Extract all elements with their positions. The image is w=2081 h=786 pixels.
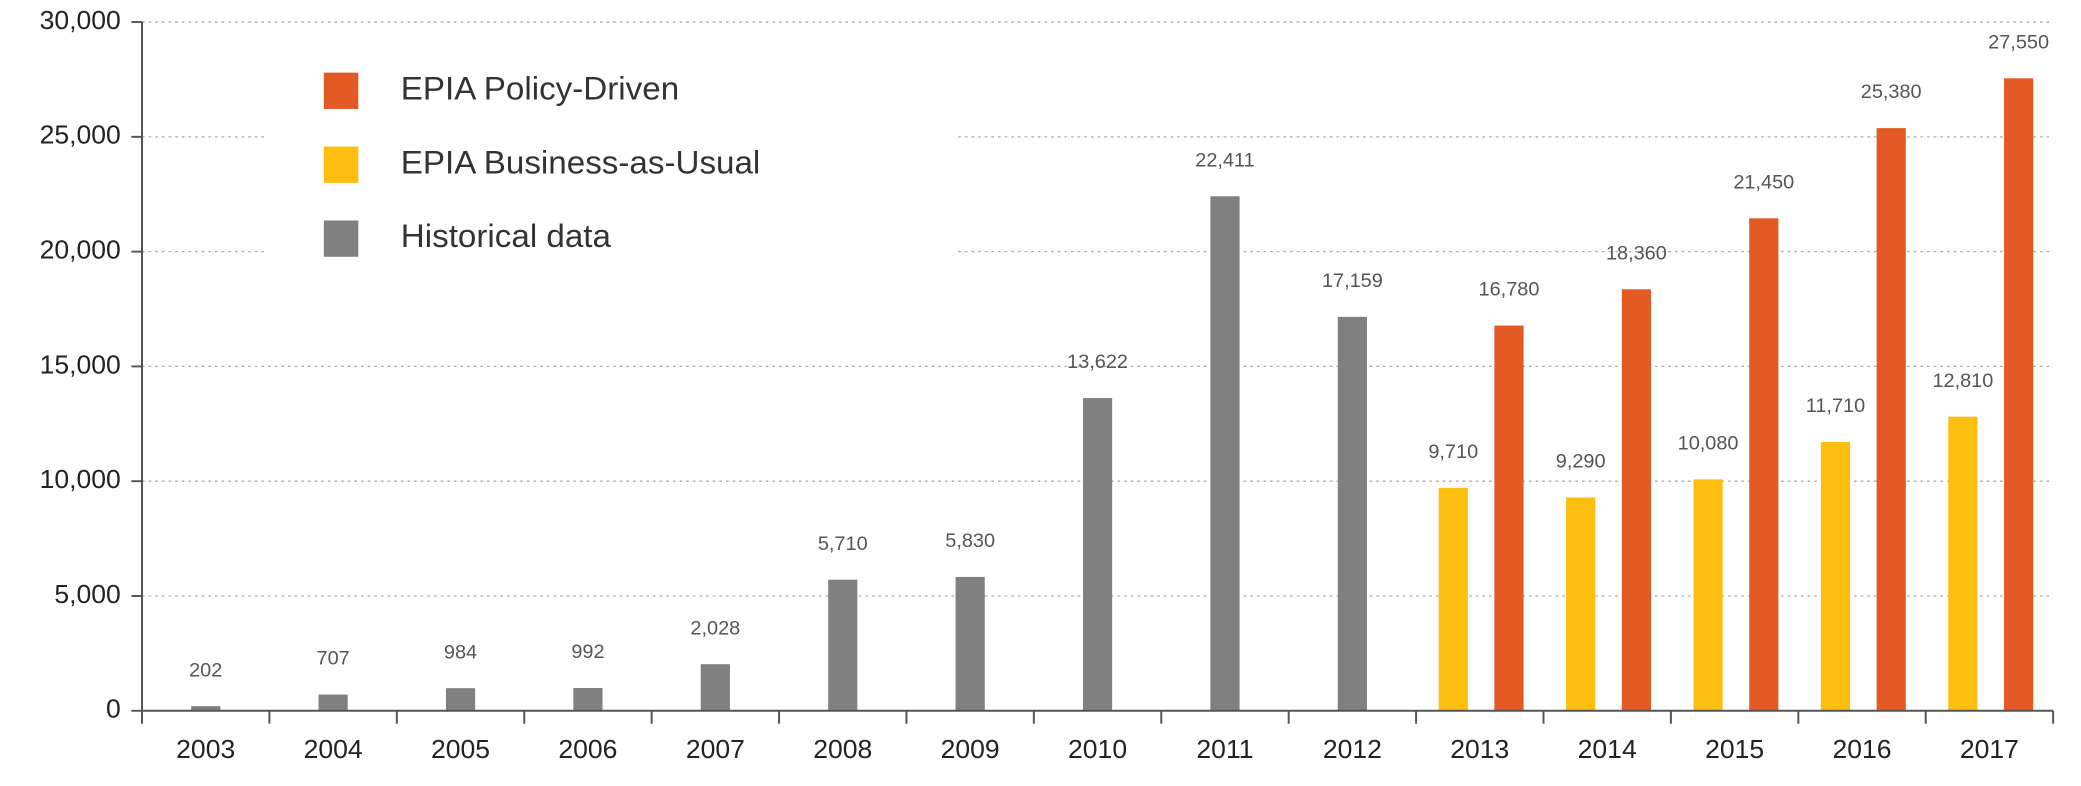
value-label: 9,710 <box>1428 441 1478 463</box>
value-label: 18,360 <box>1606 243 1667 265</box>
bar <box>1749 218 1779 711</box>
value-label: 22,411 <box>1195 150 1254 172</box>
value-label: 2,028 <box>690 618 740 640</box>
legend-label: Historical data <box>401 218 612 255</box>
x-tick-label: 2012 <box>1323 734 1382 764</box>
legend-swatch <box>323 220 359 257</box>
y-tick-label: 10,000 <box>40 464 121 494</box>
bar <box>1566 497 1596 711</box>
value-label: 21,450 <box>1733 172 1794 194</box>
value-label: 202 <box>189 659 222 681</box>
y-tick-label: 20,000 <box>40 235 121 265</box>
y-tick-label: 25,000 <box>40 120 121 150</box>
x-tick-label: 2014 <box>1578 734 1637 764</box>
value-label: 25,380 <box>1861 81 1922 103</box>
value-label: 992 <box>571 641 604 663</box>
y-tick-label: 0 <box>106 694 121 724</box>
bar <box>318 694 348 711</box>
value-label: 27,550 <box>1988 32 2049 54</box>
bar <box>828 579 858 711</box>
value-label: 9,290 <box>1556 451 1606 473</box>
value-label: 12,810 <box>1932 370 1993 392</box>
value-label: 11,710 <box>1806 395 1865 417</box>
x-tick-label: 2007 <box>686 734 745 764</box>
x-tick-label: 2011 <box>1196 734 1253 764</box>
bar <box>1820 441 1851 711</box>
x-tick-label: 2005 <box>431 734 490 764</box>
bar <box>1621 289 1651 711</box>
legend-box <box>265 51 956 273</box>
value-label: 17,159 <box>1322 270 1383 292</box>
y-tick-label: 15,000 <box>40 350 121 380</box>
bar <box>1438 487 1468 711</box>
value-label: 5,830 <box>945 530 995 552</box>
legend-label: EPIA Business-as-Usual <box>401 144 761 181</box>
x-tick-label: 2016 <box>1832 734 1891 764</box>
bar <box>1337 316 1367 711</box>
bar <box>445 688 476 711</box>
bar <box>573 687 603 711</box>
value-label: 5,710 <box>818 533 868 555</box>
legend-swatch <box>323 146 359 183</box>
bar <box>1876 128 1906 711</box>
legend-label: EPIA Policy-Driven <box>401 70 679 107</box>
bar <box>700 664 730 711</box>
x-tick-label: 2009 <box>941 734 1000 764</box>
bar <box>955 576 985 711</box>
x-tick-label: 2013 <box>1450 734 1509 764</box>
x-tick-label: 2004 <box>304 734 363 764</box>
x-tick-label: 2006 <box>558 734 617 764</box>
x-tick-label: 2003 <box>176 734 235 764</box>
y-tick-label: 30,000 <box>40 5 121 35</box>
value-label: 16,780 <box>1479 279 1540 301</box>
x-tick-label: 2015 <box>1705 734 1764 764</box>
value-label: 984 <box>444 642 477 664</box>
x-tick-label: 2017 <box>1960 734 2019 764</box>
bar <box>1494 325 1524 711</box>
bar <box>1948 416 1978 711</box>
value-label: 10,080 <box>1678 433 1739 455</box>
y-tick-label: 5,000 <box>54 579 120 609</box>
legend-swatch <box>323 72 359 109</box>
bar <box>1082 398 1113 711</box>
value-label: 707 <box>317 648 350 670</box>
bar <box>1210 196 1240 711</box>
x-tick-label: 2008 <box>813 734 872 764</box>
x-tick-label: 2010 <box>1068 734 1127 764</box>
bar <box>1693 479 1723 711</box>
bar <box>2004 78 2034 711</box>
bar <box>191 706 221 711</box>
value-label: 13,622 <box>1067 351 1128 373</box>
